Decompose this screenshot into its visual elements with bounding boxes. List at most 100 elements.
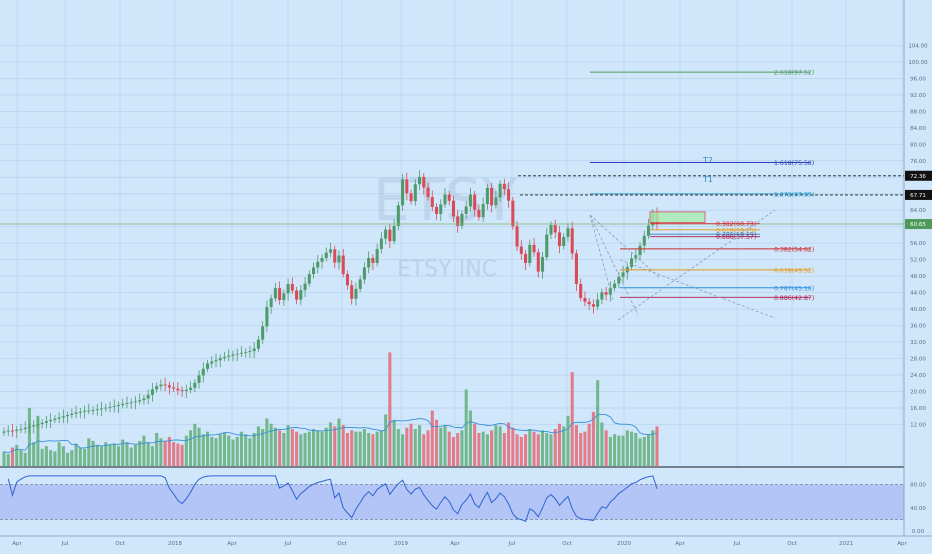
candle (129, 402, 133, 404)
volume-bar (574, 425, 578, 466)
volume-bar (214, 438, 218, 466)
candle (256, 339, 260, 349)
candle (44, 421, 48, 423)
candle (401, 179, 405, 206)
candle (337, 255, 341, 263)
volume-bar (44, 446, 48, 466)
volume-bar (596, 380, 600, 466)
candle (375, 248, 379, 263)
candle (95, 409, 99, 411)
volume-bar (434, 419, 439, 466)
volume-bar (502, 433, 506, 466)
volume-bar (536, 434, 540, 466)
candle (490, 187, 494, 206)
candle (324, 252, 328, 259)
candle (468, 194, 472, 207)
candle (392, 225, 396, 242)
candle (61, 416, 65, 418)
volume-bar (312, 429, 316, 466)
volume-bar (49, 450, 53, 466)
price-tick-label: 32.00 (910, 340, 926, 346)
volume-bar (116, 446, 121, 466)
price-tick-label: 64.00 (910, 208, 926, 214)
candle (320, 258, 324, 262)
price-label-box (905, 170, 932, 181)
candle (239, 352, 243, 354)
volume-bar (95, 444, 99, 466)
time-axis-background (0, 536, 932, 550)
candle (210, 361, 214, 364)
fib-label: 0.382(60.73) (716, 221, 756, 228)
candle (354, 288, 358, 299)
candle (138, 400, 142, 402)
volume-bar (159, 438, 163, 466)
price-axis[interactable]: 104.00 100.00 96.00 92.00 88.00 84.00 80.00 76.… (903, 0, 932, 550)
target-box (649, 211, 706, 223)
candle (396, 205, 400, 226)
fibonacci-drawings[interactable]: T2 T1 2.618(97.52) 1.618(75.58) 1.272(67.99)… (0, 70, 904, 321)
candle (477, 209, 481, 218)
volume-bar (553, 429, 557, 466)
time-axis[interactable]: Apr Jul Oct 2018 Apr Jul Oct 2019 Apr Jul Oct 2020 A… (0, 535, 932, 550)
volume-bar (621, 435, 625, 466)
candle (613, 283, 617, 289)
candle (121, 403, 125, 406)
candle (133, 401, 137, 403)
volume-bar (443, 425, 447, 466)
price-label: 72.36 (910, 174, 926, 180)
candle (596, 299, 600, 307)
candle (125, 403, 129, 404)
volume-bar (193, 423, 197, 466)
candle (413, 184, 417, 202)
volume-bar (409, 423, 413, 466)
candle (328, 249, 333, 253)
candle (299, 290, 303, 300)
volume-bar (307, 431, 311, 466)
volume-bar (278, 430, 282, 466)
volume-bar (295, 431, 299, 466)
volume-bar (155, 433, 159, 466)
volume-bar (320, 431, 324, 466)
candle (473, 194, 477, 210)
volume-bar (524, 434, 528, 466)
candle (566, 228, 570, 237)
candle (159, 384, 163, 387)
candle (515, 226, 519, 247)
volume-bar (557, 423, 562, 466)
volume-bar (583, 431, 587, 466)
volume-bar (150, 446, 154, 466)
volume-bar (358, 431, 362, 466)
candle (108, 406, 112, 408)
volume-bar (91, 440, 95, 466)
price-tick-label: 44.00 (910, 291, 926, 297)
candle (104, 407, 108, 409)
time-tick-label: Apr (675, 541, 685, 547)
volume-bar (176, 443, 180, 466)
time-tick-label: Oct (562, 541, 572, 547)
volume-bar (27, 407, 31, 466)
volume-bar (401, 434, 405, 466)
candle (579, 283, 583, 298)
candle (231, 354, 235, 356)
candle (83, 410, 87, 412)
volume-bar (570, 372, 574, 466)
pattern-line (589, 214, 639, 316)
volume-bar (112, 443, 116, 466)
volume-bar (66, 452, 70, 466)
volume-bar (540, 430, 545, 466)
fib-label: 0.787(45.18) (774, 285, 814, 292)
candle (341, 255, 345, 275)
candle (511, 200, 515, 227)
fib-label: 0.618(49.52) (774, 267, 814, 274)
candle (53, 418, 57, 420)
candle (333, 249, 337, 263)
price-tick-label: 48.00 (910, 274, 926, 280)
candle (443, 194, 447, 205)
volume-bar (439, 427, 443, 466)
fib-label: 2.618(97.52) (774, 70, 814, 77)
candle (197, 375, 201, 383)
candle (549, 225, 553, 235)
candle (40, 422, 44, 425)
